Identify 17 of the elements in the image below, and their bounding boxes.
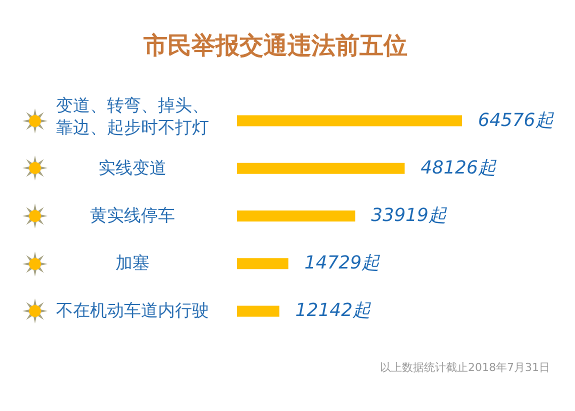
bar: [237, 306, 280, 317]
data-label: 64576起: [478, 110, 554, 131]
data-label: 48126起: [420, 157, 497, 178]
y-tick-label: 不在机动车道内行驶: [56, 301, 209, 322]
bar: [237, 115, 462, 126]
y-tick-label: 加塞: [116, 254, 150, 274]
bar: [237, 210, 356, 222]
chart-title: 市民举报交通违法前五位: [142, 31, 408, 60]
data-label: 33919起: [371, 205, 448, 226]
y-tick-label: 变道、转弯、掉头、靠边、起步时不打灯: [56, 96, 209, 138]
data-label: 14729起: [304, 252, 381, 274]
bar: [237, 258, 288, 270]
y-tick-label: 实线变道: [98, 158, 166, 178]
y-tick-label: 黄实线停车: [90, 206, 175, 226]
data-label: 12142起: [295, 300, 372, 322]
bar: [237, 162, 405, 174]
text: 以上数据统计截止2018年7月31日: [380, 361, 550, 374]
